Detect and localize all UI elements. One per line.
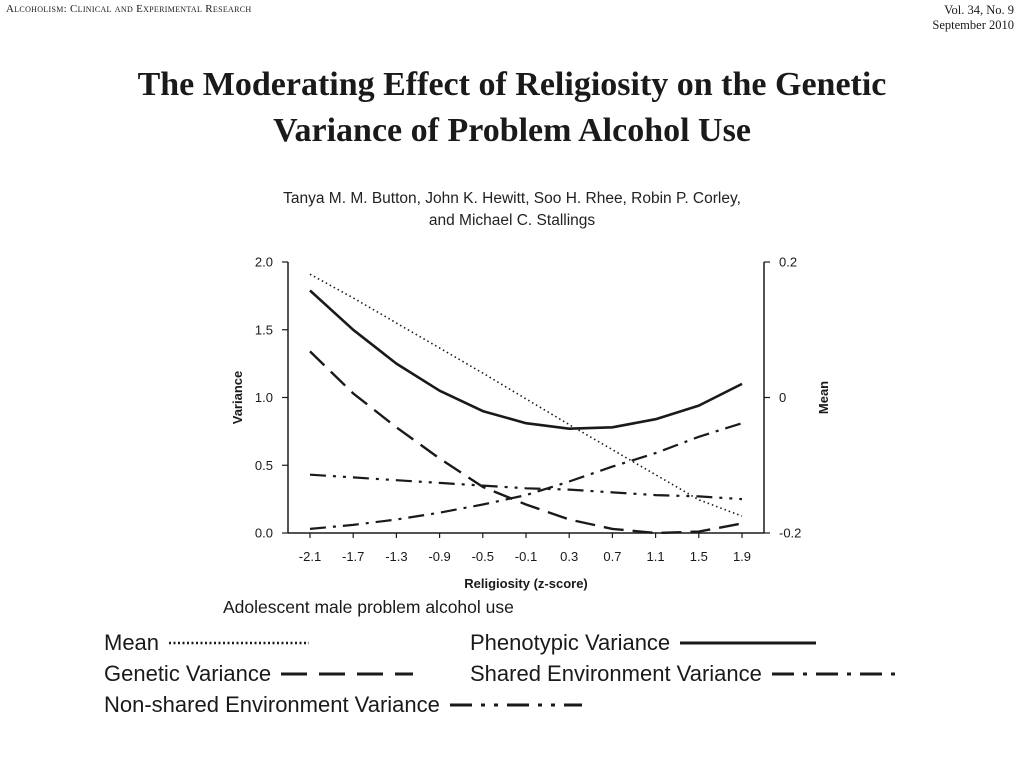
series-line-phenotypic-variance	[309, 289, 743, 431]
y2-tick-label: -0.2	[779, 526, 801, 541]
series-line-mean	[309, 273, 743, 517]
x-tick-label: 0.3	[560, 549, 578, 564]
y-tick-label: 1.5	[255, 322, 273, 337]
legend-label-nonshared: Non-shared Environment Variance	[104, 692, 440, 717]
x-tick-label: -1.3	[385, 549, 407, 564]
x-tick-label: -1.7	[342, 549, 364, 564]
title-line-2: Variance of Problem Alcohol Use	[273, 112, 751, 149]
y-tick-label: 0.0	[255, 526, 273, 541]
legend-label-genetic: Genetic Variance	[104, 661, 272, 686]
journal-name: Alcoholism: Clinical and Experimental Re…	[6, 3, 252, 15]
series-line-non-shared-environment-variance	[309, 473, 743, 501]
x-tick-label: 1.9	[733, 549, 751, 564]
legend-entry-genetic: Genetic Variance	[104, 661, 414, 687]
legend-swatch-dashed	[281, 672, 414, 676]
series-line-shared-environment-variance	[309, 422, 743, 530]
article-title: The Moderating Effect of Religiosity on …	[0, 62, 1024, 154]
x-tick-label: -0.1	[515, 549, 537, 564]
legend-label-phenotypic: Phenotypic Variance	[470, 630, 671, 655]
legend-entry-mean: Mean	[104, 630, 310, 656]
volume-number: Vol. 34, No. 9	[944, 3, 1014, 17]
x-tick-label: -0.9	[428, 549, 450, 564]
legend-entry-phenotypic: Phenotypic Variance	[470, 630, 817, 656]
legend-swatch-dotted	[169, 641, 310, 645]
y2-tick-label: 0.2	[779, 255, 797, 270]
legend-swatch-solid	[680, 641, 817, 645]
author-list: Tanya M. M. Button, John K. Hewitt, Soo …	[0, 188, 1024, 232]
x-tick-label: -2.1	[299, 549, 321, 564]
legend-entry-shared: Shared Environment Variance	[470, 661, 902, 687]
legend-label-shared: Shared Environment Variance	[470, 661, 762, 686]
y2-tick-label: 0	[779, 390, 786, 405]
legend-swatch-dashdot	[771, 672, 902, 676]
x-tick-label: -0.5	[472, 549, 494, 564]
series-line-genetic-variance	[309, 350, 743, 535]
legend-swatch-dashdotdot	[449, 703, 582, 707]
y-tick-label: 2.0	[255, 255, 273, 270]
authors-line-2: and Michael C. Stallings	[428, 212, 596, 229]
x-tick-label: 0.7	[603, 549, 621, 564]
legend-label-mean: Mean	[104, 630, 160, 655]
chart-caption: Adolescent male problem alcohol use	[223, 597, 514, 617]
y2-axis-label: Mean	[816, 381, 831, 414]
x-axis-label: Religiosity (z-score)	[464, 576, 588, 591]
y-tick-label: 0.5	[255, 458, 273, 473]
issue-date: September 2010	[932, 18, 1014, 32]
authors-line-1: Tanya M. M. Button, John K. Hewitt, Soo …	[283, 190, 741, 207]
legend-entry-nonshared: Non-shared Environment Variance	[104, 692, 582, 718]
issue-info: Vol. 34, No. 9 September 2010	[932, 3, 1014, 33]
variance-chart: 0.0 0.5 1.0 1.5 2.0 -0.2 0 0.2 -2.1 -1.7 -1.3 -0.9 -…	[230, 255, 831, 592]
title-line-1: The Moderating Effect of Religiosity on …	[137, 66, 887, 103]
y-axis-label: Variance	[230, 371, 245, 425]
x-tick-label: 1.1	[647, 549, 665, 564]
y-tick-label: 1.0	[255, 390, 273, 405]
x-tick-label: 1.5	[690, 549, 708, 564]
